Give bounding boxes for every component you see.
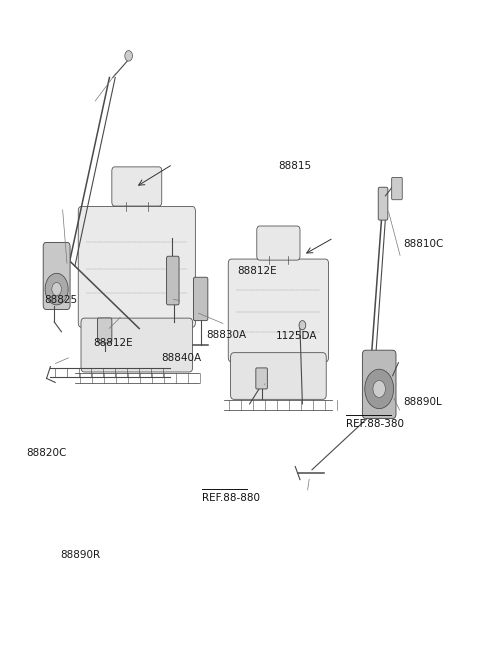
Circle shape — [45, 273, 68, 305]
Text: REF.88-880: REF.88-880 — [202, 493, 260, 503]
Text: 88890R: 88890R — [60, 550, 100, 560]
Circle shape — [299, 321, 306, 330]
Text: 88830A: 88830A — [206, 330, 247, 340]
Circle shape — [373, 380, 385, 397]
Text: 88840A: 88840A — [161, 353, 201, 363]
FancyBboxPatch shape — [257, 226, 300, 260]
Text: 88812E: 88812E — [94, 338, 133, 348]
Text: 88820C: 88820C — [26, 448, 67, 459]
FancyBboxPatch shape — [193, 277, 208, 321]
Text: 88810C: 88810C — [403, 239, 444, 250]
FancyBboxPatch shape — [97, 318, 112, 343]
FancyBboxPatch shape — [78, 206, 195, 327]
Text: 88825: 88825 — [44, 295, 77, 306]
Text: 88815: 88815 — [278, 160, 312, 171]
FancyBboxPatch shape — [167, 256, 179, 305]
FancyBboxPatch shape — [392, 177, 402, 200]
FancyBboxPatch shape — [43, 242, 70, 309]
FancyBboxPatch shape — [228, 259, 328, 362]
Circle shape — [52, 283, 61, 296]
FancyBboxPatch shape — [81, 318, 192, 372]
Text: REF.88-380: REF.88-380 — [346, 419, 404, 429]
Text: 1125DA: 1125DA — [276, 331, 317, 342]
FancyBboxPatch shape — [230, 353, 326, 399]
Circle shape — [125, 51, 132, 61]
FancyBboxPatch shape — [378, 187, 388, 220]
Text: 88890L: 88890L — [403, 397, 442, 407]
Circle shape — [365, 369, 394, 409]
Text: 88812E: 88812E — [238, 265, 277, 276]
FancyBboxPatch shape — [256, 368, 267, 389]
FancyBboxPatch shape — [112, 167, 162, 206]
FancyBboxPatch shape — [362, 350, 396, 419]
